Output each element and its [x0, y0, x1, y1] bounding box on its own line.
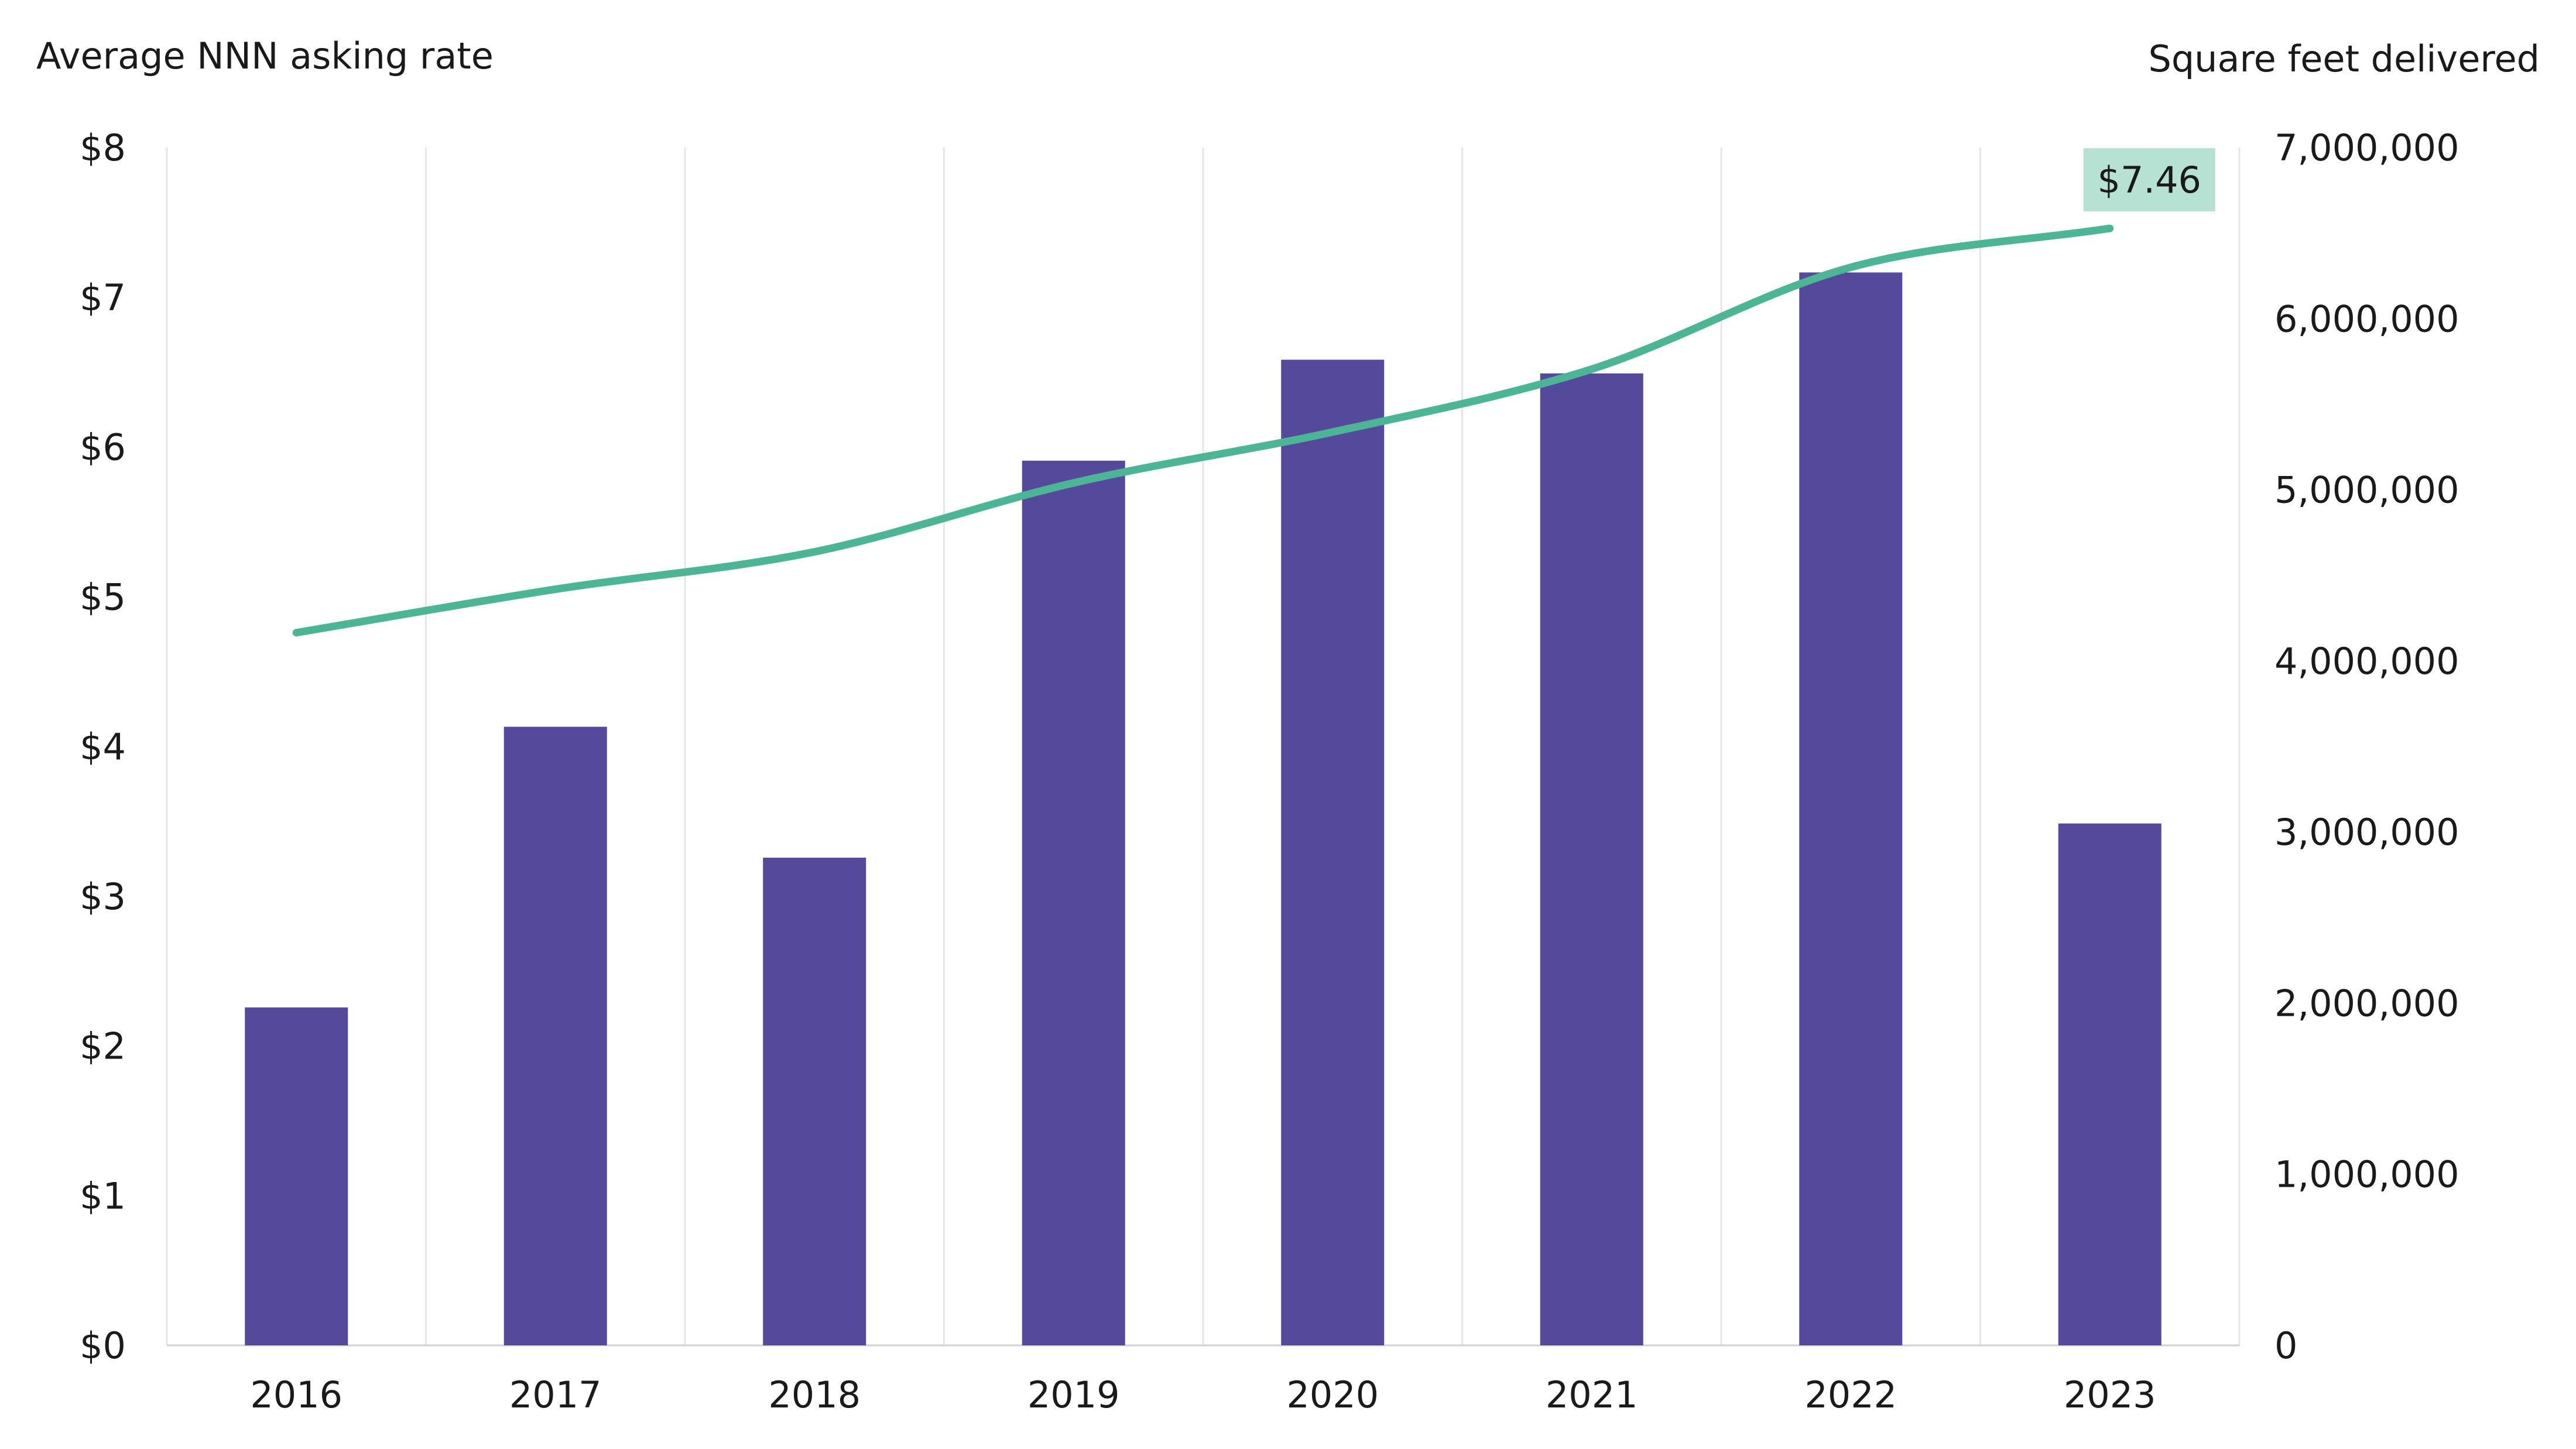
- bar: [245, 1007, 348, 1345]
- line-series: [292, 224, 2114, 637]
- callout-label: $7.46: [2098, 159, 2202, 201]
- x-tick-label: 2023: [2064, 1373, 2156, 1416]
- x-tick-label: 2017: [509, 1373, 602, 1416]
- grid-lines: [166, 148, 2241, 1347]
- left-tick-label: $1: [80, 1174, 126, 1217]
- right-tick-label: 6,000,000: [2274, 297, 2459, 340]
- bars: [245, 272, 2161, 1346]
- left-tick-label: $8: [80, 126, 126, 169]
- right-tick-label: 0: [2274, 1324, 2297, 1367]
- left-axis-title: Average NNN asking rate: [36, 35, 494, 77]
- callout-box: [2083, 148, 2215, 212]
- x-tick-label: 2016: [250, 1373, 342, 1416]
- x-tick-label: 2018: [768, 1373, 861, 1416]
- left-tick-label: $0: [80, 1324, 126, 1367]
- left-tick-label: $5: [80, 576, 126, 618]
- x-tick-label: 2021: [1546, 1373, 1638, 1416]
- x-tick-label: 2019: [1027, 1373, 1120, 1416]
- x-tick-label: 2022: [1804, 1373, 1897, 1416]
- right-tick-label: 1,000,000: [2274, 1153, 2459, 1196]
- bar: [503, 727, 607, 1345]
- right-tick-label: 2,000,000: [2274, 982, 2459, 1025]
- line-path: [292, 224, 2114, 637]
- x-tick-label: 2020: [1286, 1373, 1379, 1416]
- bar: [2058, 823, 2161, 1345]
- bar: [1540, 373, 1643, 1345]
- right-tick-label: 5,000,000: [2274, 469, 2459, 512]
- right-tick-label: 3,000,000: [2274, 811, 2459, 854]
- left-tick-label: $3: [80, 875, 126, 918]
- bar: [1022, 460, 1125, 1346]
- left-tick-label: $2: [80, 1025, 126, 1068]
- line-end-callout: $7.46: [2083, 148, 2215, 212]
- bar: [1799, 272, 1903, 1346]
- right-axis-ticks: 0 1,000,000 2,000,000 3,000,000 4,000,000 5,0…: [2274, 126, 2459, 1367]
- right-tick-label: 4,000,000: [2274, 640, 2459, 683]
- left-tick-label: $4: [80, 725, 126, 768]
- left-tick-label: $7: [80, 276, 126, 319]
- x-axis-ticks: 2016 2017 2018 2019 2020 2021 2022 2023: [250, 1373, 2156, 1416]
- left-tick-label: $6: [80, 426, 126, 469]
- right-axis-title: Square feet delivered: [2148, 37, 2540, 80]
- left-axis-ticks: $0 $1 $2 $3 $4 $5 $6 $7 $8: [80, 126, 126, 1367]
- bar: [1281, 359, 1385, 1345]
- bar: [763, 857, 866, 1345]
- right-tick-label: 7,000,000: [2274, 126, 2459, 169]
